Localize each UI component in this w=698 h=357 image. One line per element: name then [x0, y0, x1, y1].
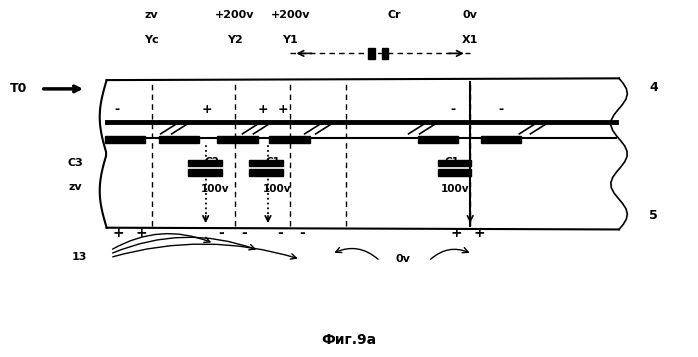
Text: C1: C1 [444, 157, 459, 167]
Text: +: + [473, 226, 485, 240]
Bar [188, 169, 221, 176]
Text: 0v: 0v [396, 253, 410, 263]
Text: +: + [202, 104, 212, 116]
Text: +: + [135, 226, 147, 240]
Bar [269, 136, 309, 144]
Text: Yc: Yc [144, 35, 159, 45]
Text: Фиг.9a: Фиг.9a [322, 333, 376, 347]
Text: X1: X1 [462, 35, 478, 45]
Text: -: - [114, 104, 119, 116]
Text: 100v: 100v [262, 184, 291, 194]
Bar [480, 136, 521, 144]
Bar [188, 160, 221, 166]
Text: -: - [499, 104, 504, 116]
Text: C2: C2 [205, 157, 219, 167]
Bar [158, 136, 199, 144]
Bar [249, 169, 283, 176]
Text: +200v: +200v [215, 10, 255, 20]
Bar [218, 136, 258, 144]
Text: +: + [112, 226, 124, 240]
Text: Cr: Cr [387, 10, 401, 20]
Text: 0v: 0v [463, 10, 477, 20]
Text: C1: C1 [265, 157, 281, 167]
Text: -: - [299, 226, 306, 240]
Text: 13: 13 [71, 252, 87, 262]
Bar [105, 136, 145, 144]
Text: -: - [241, 226, 246, 240]
Text: Y1: Y1 [282, 35, 298, 45]
Text: zv: zv [68, 182, 82, 192]
Text: T0: T0 [10, 82, 27, 95]
Bar [418, 136, 459, 144]
Bar [382, 49, 389, 59]
Text: Y2: Y2 [227, 35, 243, 45]
Text: +: + [257, 104, 268, 116]
Text: -: - [218, 226, 224, 240]
Text: 5: 5 [649, 209, 658, 222]
Bar [438, 160, 471, 166]
Bar [438, 169, 471, 176]
Text: 100v: 100v [201, 184, 230, 194]
Bar [368, 49, 375, 59]
Text: zv: zv [145, 10, 158, 20]
Text: +: + [450, 226, 462, 240]
Text: +: + [278, 104, 288, 116]
Text: 4: 4 [649, 81, 658, 94]
Text: C3: C3 [68, 158, 83, 168]
Bar [249, 160, 283, 166]
Text: -: - [277, 226, 283, 240]
Text: +200v: +200v [270, 10, 310, 20]
Text: -: - [450, 104, 455, 116]
Text: 100v: 100v [440, 184, 469, 194]
